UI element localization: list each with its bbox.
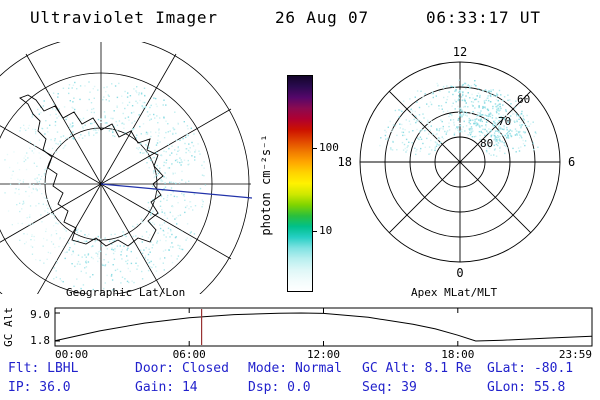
colorbar-tick-label: 100 [319, 141, 339, 155]
xtick-1200: 12:00 [307, 348, 340, 361]
mlat-label-70: 70 [498, 115, 511, 128]
orbit-track-line [100, 183, 252, 199]
status-dsp: Dsp: 0.0 [248, 380, 311, 395]
gc-alt-curve [54, 312, 592, 342]
status-gc-alt: GC Alt: 8.1 Re [362, 361, 472, 376]
mlt-label-12: 12 [453, 45, 467, 59]
ytick-9: 9.0 [30, 308, 50, 321]
colorbar-tick-mark [312, 230, 317, 232]
xtick-1800: 18:00 [441, 348, 474, 361]
geo-plot-caption: Geographic Lat/Lon [66, 286, 185, 299]
colorbar-units-label: photon cm⁻²s⁻¹ [259, 134, 273, 236]
header-time: 06:33:17 UT [426, 8, 541, 27]
xtick-2359: 23:59 [559, 348, 592, 361]
colorbar-tick-mark [312, 148, 317, 150]
axis-ticks [55, 308, 459, 346]
status-glat: GLat: -80.1 [487, 361, 574, 376]
apex-dial-plot: 12 0 18 6 80 70 60 [338, 45, 576, 280]
status-door: Door: Closed [135, 361, 229, 376]
geographic-polar-plot [0, 42, 252, 294]
ytick-1-8: 1.8 [30, 334, 50, 347]
dial-spokes [360, 62, 560, 262]
mlat-label-60: 60 [517, 93, 530, 106]
auroral-emission-apex [379, 79, 539, 157]
apex-plot-caption: Apex MLat/MLT [411, 286, 497, 299]
status-glon: GLon: 55.8 [487, 380, 566, 395]
status-mode: Mode: Normal [248, 361, 342, 376]
antarctica-coastline [19, 94, 164, 247]
colorbar-gradient [287, 75, 313, 292]
status-ip: IP: 36.0 [8, 380, 71, 395]
header-date: 26 Aug 07 [275, 8, 369, 27]
auroral-emission-geo [4, 81, 207, 291]
status-gain: Gain: 14 [135, 380, 198, 395]
mlat-label-80: 80 [480, 137, 493, 150]
status-seq: Seq: 39 [362, 380, 417, 395]
mlt-label-18: 18 [338, 155, 352, 169]
gc-alt-panel: GC Alt 9.0 1.8 00:00 06:00 12:00 18:00 2… [2, 307, 593, 361]
status-flt: Flt: LBHL [8, 361, 79, 376]
xtick-0000: 00:00 [55, 348, 88, 361]
colorbar-tick-label: 10 [319, 223, 333, 237]
geo-grid-meridians [0, 42, 251, 294]
gc-alt-axis-label: GC Alt [2, 307, 15, 347]
app-title: Ultraviolet Imager [30, 8, 218, 27]
mlt-label-0: 0 [456, 266, 463, 280]
xtick-0600: 06:00 [173, 348, 206, 361]
mlt-label-6: 6 [568, 155, 575, 169]
